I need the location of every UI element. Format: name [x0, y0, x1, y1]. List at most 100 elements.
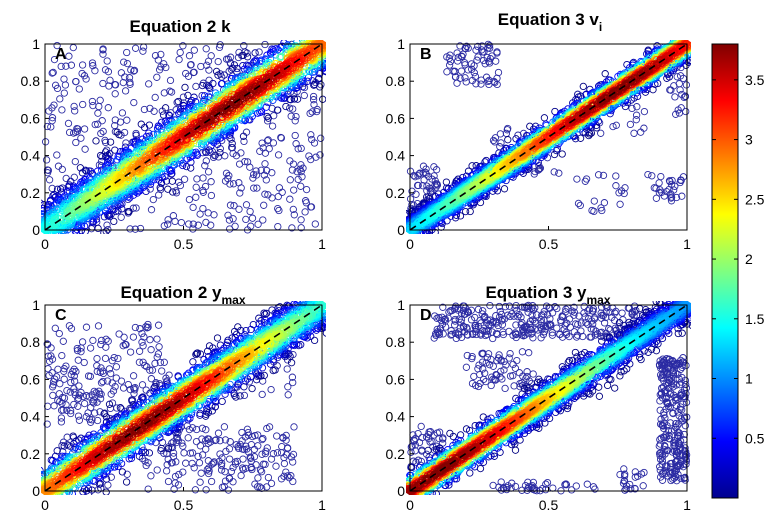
- scatter-point: [131, 44, 140, 52]
- x-tick-label: 1: [318, 236, 326, 252]
- scatter-point: [254, 220, 262, 228]
- scatter-point: [132, 204, 140, 212]
- scatter-point: [665, 185, 673, 194]
- scatter-point: [535, 165, 543, 174]
- scatter-point: [149, 195, 157, 204]
- scatter-point: [187, 164, 195, 172]
- scatter-point: [104, 104, 112, 112]
- scatter-point: [147, 206, 156, 214]
- scatter-point: [225, 216, 234, 224]
- scatter-point: [99, 45, 107, 53]
- scatter-point: [185, 195, 194, 204]
- scatter-point: [616, 200, 624, 208]
- scatter-point: [204, 116, 212, 124]
- scatter-point: [122, 139, 130, 147]
- scatter-point: [222, 169, 231, 177]
- scatter-point: [261, 190, 269, 198]
- scatter-point: [210, 152, 219, 160]
- scatter-point: [457, 52, 466, 60]
- scatter-point: [73, 127, 81, 136]
- scatter-point: [316, 151, 324, 159]
- scatter-point: [56, 185, 65, 193]
- scatter-point: [150, 107, 158, 115]
- scatter-point: [166, 76, 175, 85]
- scatter-point: [573, 96, 582, 104]
- scatter-point: [80, 72, 89, 80]
- scatter-point: [306, 109, 314, 118]
- scatter-point: [461, 207, 470, 216]
- scatter-point: [615, 189, 623, 197]
- scatter-point: [156, 184, 164, 192]
- scatter-point: [260, 81, 268, 89]
- scatter-point: [181, 132, 189, 140]
- scatter-point: [477, 76, 485, 84]
- scatter-point: [308, 135, 316, 144]
- scatter-point: [291, 117, 299, 125]
- scatter-point: [98, 117, 106, 125]
- scatter-point: [462, 78, 470, 86]
- scatter-point: [278, 188, 286, 196]
- scatter-point: [261, 160, 269, 168]
- scatter-point: [81, 227, 89, 234]
- panel-letter: A: [55, 46, 67, 63]
- scatter-point: [126, 225, 134, 233]
- scatter-point: [103, 57, 111, 65]
- scatter-point: [249, 86, 257, 95]
- scatter-point: [277, 94, 286, 102]
- scatter-point: [78, 169, 87, 177]
- y-tick-label: 0.4: [21, 148, 41, 164]
- scatter-point: [486, 44, 494, 52]
- scatter-point: [165, 165, 173, 174]
- scatter-point: [201, 162, 209, 170]
- scatter-point: [481, 60, 489, 68]
- scatter-point: [256, 80, 265, 88]
- scatter-point: [292, 140, 300, 148]
- scatter-point: [237, 184, 245, 192]
- scatter-point: [94, 120, 102, 128]
- scatter-point: [302, 199, 310, 207]
- scatter-point: [42, 156, 51, 164]
- scatter-point: [297, 224, 305, 232]
- scatter-point: [292, 112, 300, 121]
- scatter-point: [468, 162, 476, 170]
- scatter-point: [104, 68, 113, 76]
- scatter-point: [172, 106, 180, 114]
- scatter-point: [288, 166, 297, 174]
- scatter-point: [504, 124, 512, 133]
- scatter-point: [612, 121, 620, 129]
- scatter-point: [456, 212, 465, 220]
- scatter-point: [53, 84, 62, 93]
- scatter-point: [226, 53, 235, 61]
- scatter-point: [145, 80, 153, 88]
- y-tick-label: 1: [32, 36, 40, 52]
- scatter-point: [274, 151, 283, 159]
- scatter-point: [229, 180, 238, 188]
- scatter-point: [97, 129, 105, 138]
- scatter-point: [461, 74, 469, 82]
- scatter-point: [192, 183, 200, 191]
- scatter-point: [443, 68, 451, 76]
- scatter-point: [411, 173, 419, 181]
- scatter-point: [413, 181, 422, 190]
- scatter-point: [220, 71, 228, 79]
- scatter-point: [201, 147, 210, 156]
- scatter-point: [274, 192, 282, 201]
- scatter-point: [650, 184, 658, 192]
- scatter-point: [242, 215, 250, 224]
- scatter-point: [229, 64, 237, 72]
- scatter-point: [157, 179, 166, 187]
- scatter-point: [130, 67, 138, 75]
- scatter-point: [189, 220, 197, 228]
- scatter-point: [289, 105, 297, 113]
- scatter-point: [224, 211, 232, 219]
- scatter-point: [306, 67, 314, 76]
- scatter-point: [598, 206, 606, 215]
- scatter-point: [310, 80, 319, 89]
- scatter-point: [297, 216, 305, 224]
- scatter-point: [160, 222, 168, 230]
- scatter-point: [48, 114, 57, 122]
- scatter-point: [670, 186, 678, 194]
- scatter-point: [292, 84, 300, 93]
- scatter-point: [71, 157, 79, 166]
- scatter-point: [430, 172, 438, 180]
